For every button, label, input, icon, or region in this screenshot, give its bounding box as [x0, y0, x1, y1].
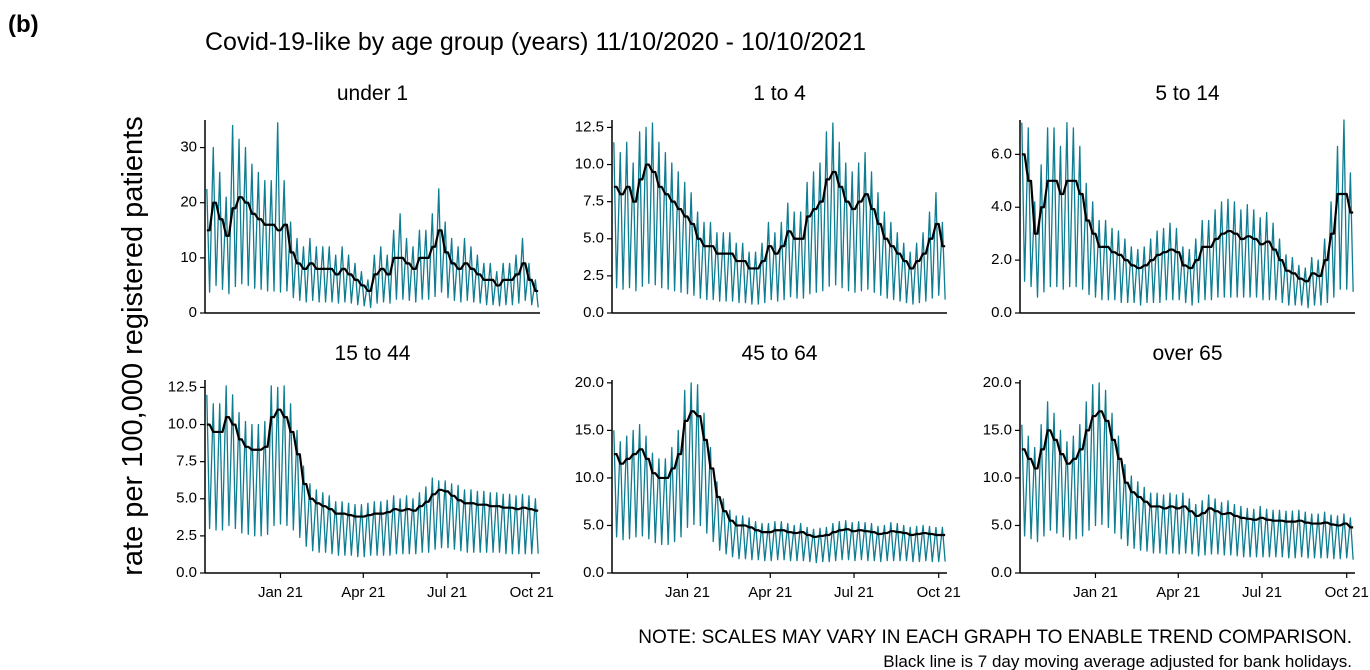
y-tick-label: 15.0 — [983, 421, 1012, 438]
average-line — [613, 163, 946, 270]
daily-line — [613, 122, 946, 305]
y-tick-label: 5.0 — [991, 516, 1012, 533]
y-tick-label: 10.0 — [983, 469, 1012, 486]
y-tick-label: 2.0 — [991, 251, 1012, 268]
y-tick-label: 5.0 — [583, 230, 604, 247]
chart-title: Covid-19-like by age group (years) 11/10… — [205, 28, 866, 56]
x-tick-label: Jul 21 — [1242, 584, 1282, 601]
x-tick-label: Jan 21 — [1073, 584, 1118, 601]
x-tick-label: Oct 21 — [510, 584, 554, 601]
x-tick-label: Apr 21 — [341, 584, 385, 601]
y-tick-label: 0 — [189, 304, 197, 321]
y-tick-label: 2.5 — [583, 267, 604, 284]
x-tick-label: Oct 21 — [1325, 584, 1369, 601]
y-tick-label: 7.5 — [176, 453, 197, 470]
x-tick-label: Jul 21 — [834, 584, 874, 601]
note: NOTE: SCALES MAY VARY IN EACH GRAPH TO E… — [638, 627, 1352, 648]
y-tick-label: 10.0 — [168, 416, 197, 433]
average-line — [206, 196, 539, 293]
x-tick-label: Jan 21 — [258, 584, 303, 601]
x-tick-label: Apr 21 — [748, 584, 792, 601]
y-tick-label: 10.0 — [575, 469, 604, 486]
average-line — [206, 408, 539, 518]
y-tick-label: 0.0 — [991, 564, 1012, 581]
panel-title: over 65 — [1152, 342, 1222, 365]
y-tick-label: 4.0 — [991, 198, 1012, 215]
y-tick-label: 6.0 — [991, 145, 1012, 162]
average-line — [1021, 410, 1354, 529]
x-tick-label: Jul 21 — [427, 584, 467, 601]
daily-line — [1021, 382, 1354, 560]
y-tick-label: 0.0 — [583, 304, 604, 321]
y-tick-label: 10 — [180, 249, 197, 266]
daily-line — [206, 385, 539, 558]
y-tick-label: 15.0 — [575, 421, 604, 438]
panel-title: 15 to 44 — [335, 342, 411, 365]
figure-label: (b) — [8, 11, 39, 38]
y-tick-label: 7.5 — [583, 193, 604, 210]
daily-line — [613, 382, 946, 564]
daily-line — [1021, 119, 1354, 309]
y-tick-label: 20.0 — [983, 374, 1012, 391]
y-tick-label: 10.0 — [575, 156, 604, 173]
panel-title: under 1 — [337, 82, 408, 105]
x-tick-label: Oct 21 — [917, 584, 961, 601]
y-tick-label: 20 — [180, 194, 197, 211]
y-axis-label: rate per 100,000 registered patients — [117, 116, 149, 575]
y-tick-label: 30 — [180, 139, 197, 156]
note: Black line is 7 day moving average adjus… — [883, 652, 1352, 670]
y-tick-label: 5.0 — [583, 516, 604, 533]
panel-title: 5 to 14 — [1155, 82, 1220, 105]
average-line — [613, 410, 946, 538]
y-tick-label: 20.0 — [575, 374, 604, 391]
y-tick-label: 0.0 — [176, 564, 197, 581]
y-tick-label: 5.0 — [176, 490, 197, 507]
panel-title: 45 to 64 — [742, 342, 818, 365]
y-tick-label: 2.5 — [176, 527, 197, 544]
y-tick-label: 12.5 — [168, 378, 197, 395]
average-line — [1021, 153, 1354, 283]
x-tick-label: Jan 21 — [665, 584, 710, 601]
y-tick-label: 0.0 — [583, 564, 604, 581]
y-tick-label: 12.5 — [575, 118, 604, 135]
panel-title: 1 to 4 — [753, 82, 806, 105]
y-tick-label: 0.0 — [991, 304, 1012, 321]
x-tick-label: Apr 21 — [1156, 584, 1200, 601]
